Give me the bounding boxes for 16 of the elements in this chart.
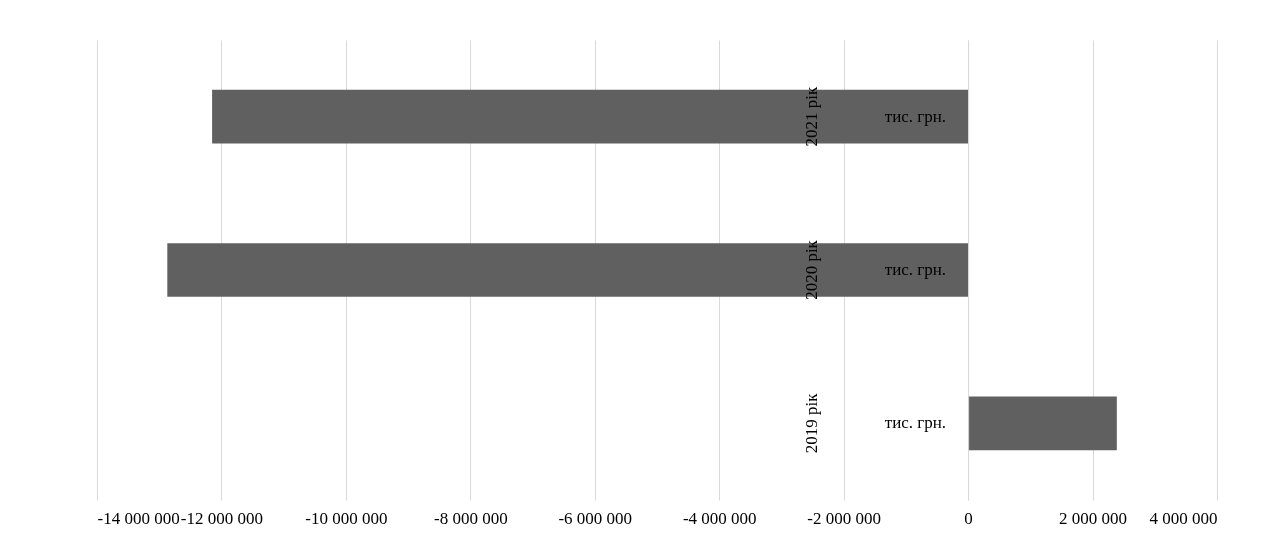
annotation: тис. грн. <box>884 260 947 279</box>
x-tick-label: 0 <box>964 508 973 528</box>
y-tick-label: 2021 рік <box>801 86 821 147</box>
x-tick-label: -14 000 000 <box>97 508 180 528</box>
x-tick-label: 4 000 000 <box>1149 508 1218 528</box>
x-tick-label: 2 000 000 <box>1059 508 1128 528</box>
annotation: тис. грн. <box>884 413 947 433</box>
x-tick-label: -2 000 000 <box>807 508 881 528</box>
annotation: тис. грн. <box>884 106 947 126</box>
x-tick-label: -6 000 000 <box>558 508 633 528</box>
x-tick-label: -12 000 000 <box>180 508 264 528</box>
x-tick-label: -10 000 000 <box>305 508 388 528</box>
y-tick-label: 2019 рік <box>801 392 821 454</box>
x-tick-label: -8 000 000 <box>434 508 508 528</box>
x-tick-label: -4 000 000 <box>682 508 757 528</box>
y-tick-label: 2020 рік <box>801 239 821 300</box>
